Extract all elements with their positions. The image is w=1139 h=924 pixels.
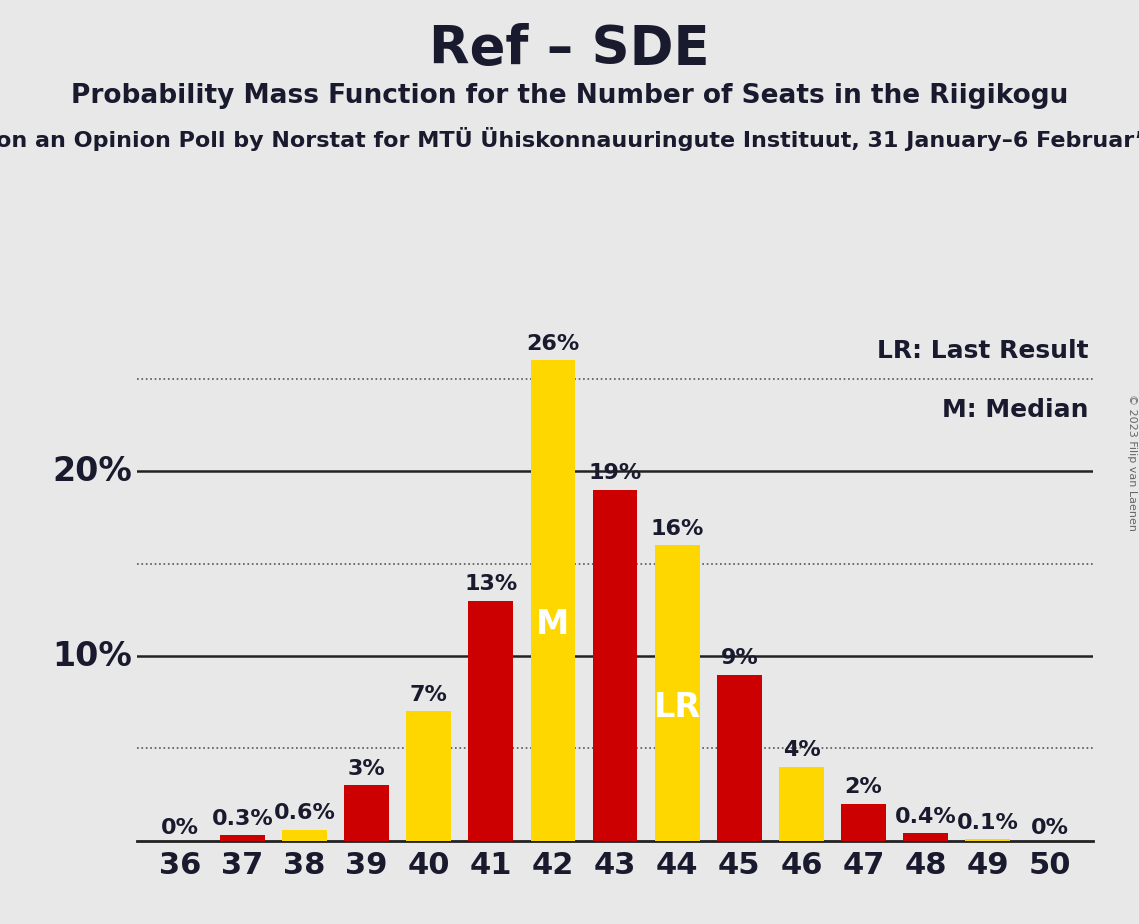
Text: © 2023 Filip van Laenen: © 2023 Filip van Laenen [1126,394,1137,530]
Text: Ref – SDE: Ref – SDE [429,23,710,75]
Bar [716,675,762,841]
Text: 13%: 13% [465,574,517,594]
Bar [531,360,575,841]
Text: 19%: 19% [589,463,641,483]
Text: 0.6%: 0.6% [273,803,335,823]
Bar [779,767,823,841]
Bar [468,601,514,841]
Bar [592,490,638,841]
Text: 16%: 16% [650,518,704,539]
Text: 0%: 0% [1031,818,1068,838]
Text: Probability Mass Function for the Number of Seats in the Riigikogu: Probability Mass Function for the Number… [71,83,1068,109]
Text: M: Median: M: Median [942,398,1089,422]
Bar [966,839,1010,841]
Text: 0.4%: 0.4% [895,807,957,827]
Text: LR: Last Result: LR: Last Result [877,339,1089,363]
Bar [344,785,388,841]
Text: 3%: 3% [347,759,385,779]
Text: 0%: 0% [162,818,199,838]
Text: 0.1%: 0.1% [957,812,1018,833]
Text: 2%: 2% [845,777,883,797]
Bar [220,835,264,841]
Bar [903,833,948,841]
Text: M: M [536,608,570,641]
Text: 20%: 20% [52,455,132,488]
Text: LR: LR [654,691,700,724]
Bar [407,711,451,841]
Text: on an Opinion Poll by Norstat for MTÜ Ühiskonnauuringute Instituut, 31 January–6: on an Opinion Poll by Norstat for MTÜ Üh… [0,127,1139,151]
Text: 0.3%: 0.3% [212,808,273,829]
Bar [655,545,699,841]
Bar [842,804,886,841]
Text: 7%: 7% [410,685,448,705]
Text: 10%: 10% [52,639,132,673]
Text: 26%: 26% [526,334,580,354]
Bar [282,830,327,841]
Text: 4%: 4% [782,740,820,760]
Text: 9%: 9% [721,648,759,668]
